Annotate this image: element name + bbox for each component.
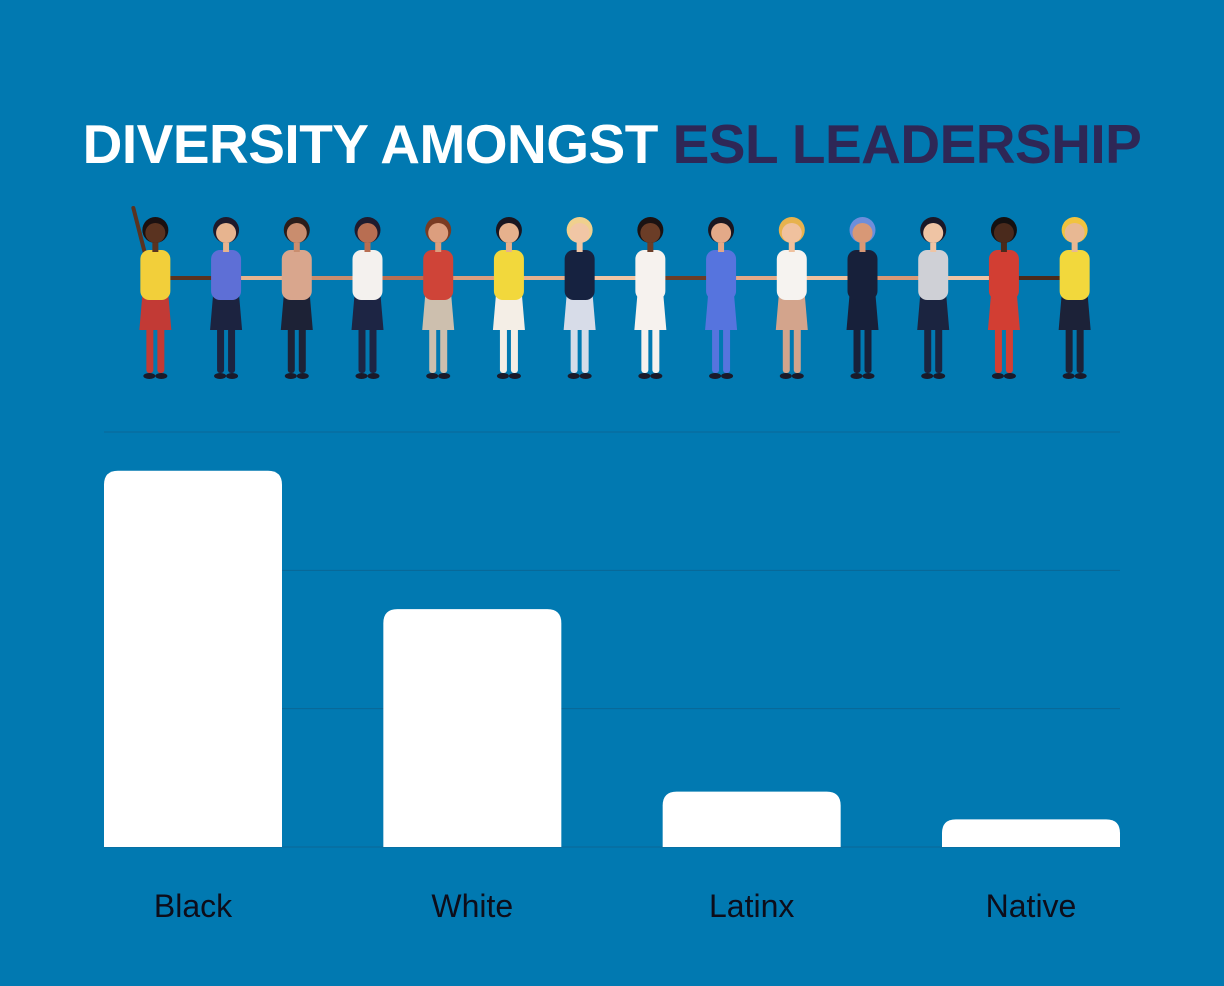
bar-black: [104, 470, 282, 847]
x-tick-label-white: White: [431, 888, 513, 924]
person-figure: [634, 217, 716, 379]
person-figure: [846, 217, 928, 379]
person-figure: [210, 217, 291, 379]
bar-white: [383, 609, 562, 847]
chart-title: DIVERSITY AMONGST ESL LEADERSHIP: [0, 112, 1224, 176]
x-tick-label-native: Native: [986, 888, 1077, 924]
title-part-accent: ESL LEADERSHIP: [672, 113, 1142, 175]
person-figure: [422, 217, 503, 379]
person-figure: [705, 217, 786, 379]
person-figure: [917, 217, 998, 379]
person-figure: [987, 217, 1069, 379]
x-tick-label-latinx: Latinx: [709, 888, 794, 924]
person-figure: [280, 217, 362, 379]
diverse-people-holding-hands-illustration: [131, 206, 1091, 379]
person-figure: [775, 217, 857, 379]
title-part-white: DIVERSITY AMONGST: [82, 113, 659, 175]
person-figure: [351, 217, 433, 379]
x-tick-label-black: Black: [154, 888, 233, 924]
person-figure: [492, 217, 574, 379]
person-figure: [131, 206, 221, 379]
person-figure: [563, 217, 645, 379]
bar-latinx: [662, 791, 841, 847]
bar-native: [942, 819, 1120, 847]
person-figure: [1058, 217, 1091, 379]
